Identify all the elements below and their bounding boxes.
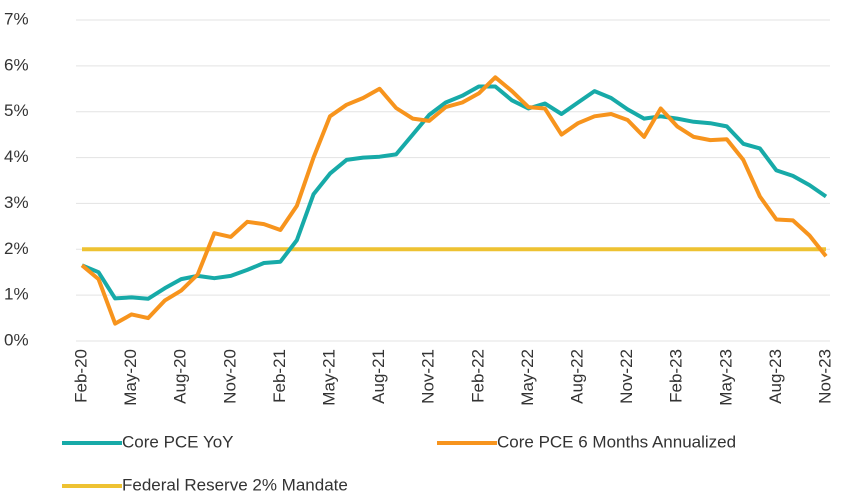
x-tick-label: May-20 (121, 349, 140, 406)
x-tick-label: Nov-21 (419, 349, 438, 404)
x-tick-label: Feb-20 (71, 349, 90, 403)
y-tick-label: 4% (4, 147, 29, 166)
x-tick-label: May-22 (518, 349, 537, 406)
x-tick-label: Feb-21 (270, 349, 289, 403)
legend-label: Federal Reserve 2% Mandate (122, 475, 348, 494)
y-tick-label: 2% (4, 239, 29, 258)
legend-label: Core PCE 6 Months Annualized (497, 432, 736, 451)
line (80, 75, 828, 326)
y-tick-label: 0% (4, 330, 29, 349)
x-tick-label: Aug-21 (369, 349, 388, 404)
x-tick-label: Nov-23 (815, 349, 834, 404)
x-tick-label: Aug-23 (766, 349, 785, 404)
x-tick-label: May-21 (319, 349, 338, 406)
y-tick-label: 3% (4, 193, 29, 212)
x-tick-label: May-23 (716, 349, 735, 406)
x-tick-label: Feb-22 (468, 349, 487, 403)
x-tick-label: Aug-20 (171, 349, 190, 404)
legend-label: Core PCE YoY (122, 432, 234, 451)
y-tick-label: 6% (4, 55, 29, 74)
x-tick-label: Nov-20 (220, 349, 239, 404)
x-tick-label: Nov-22 (617, 349, 636, 404)
x-tick-label: Feb-23 (667, 349, 686, 403)
y-tick-label: 1% (4, 285, 29, 304)
y-tick-label: 5% (4, 101, 29, 120)
y-tick-label: 7% (4, 9, 29, 28)
x-tick-label: Aug-22 (567, 349, 586, 404)
line (81, 84, 828, 301)
